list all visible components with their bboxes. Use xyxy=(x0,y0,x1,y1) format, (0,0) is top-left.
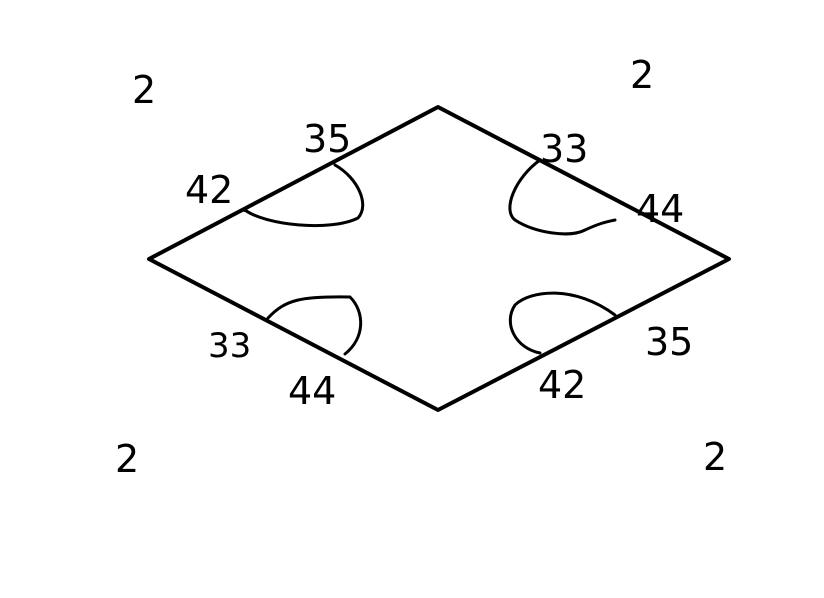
edge-label-top-left-lower: 42 xyxy=(185,168,233,212)
corner-label-bottom-right: 2 xyxy=(703,435,727,479)
edge-label-bottom-left-upper: 33 xyxy=(208,326,251,366)
corner-label-top-right: 2 xyxy=(630,53,654,97)
edge-label-top-right-lower: 44 xyxy=(636,187,684,231)
angle-arc-bottom-right xyxy=(508,291,617,355)
corner-label-top-left: 2 xyxy=(132,68,156,112)
edge-label-top-right-upper: 33 xyxy=(540,127,588,171)
angle-arc-top-right xyxy=(508,158,617,236)
edge-label-bottom-right-upper: 35 xyxy=(645,320,693,364)
edge-label-bottom-right-lower: 42 xyxy=(538,363,586,407)
edge-label-bottom-left-lower: 44 xyxy=(288,369,336,413)
edge-label-top-left-upper: 35 xyxy=(303,117,351,161)
corner-label-bottom-left: 2 xyxy=(115,437,139,481)
angle-arc-top-left xyxy=(243,163,365,228)
angle-arc-bottom-left xyxy=(266,295,363,356)
